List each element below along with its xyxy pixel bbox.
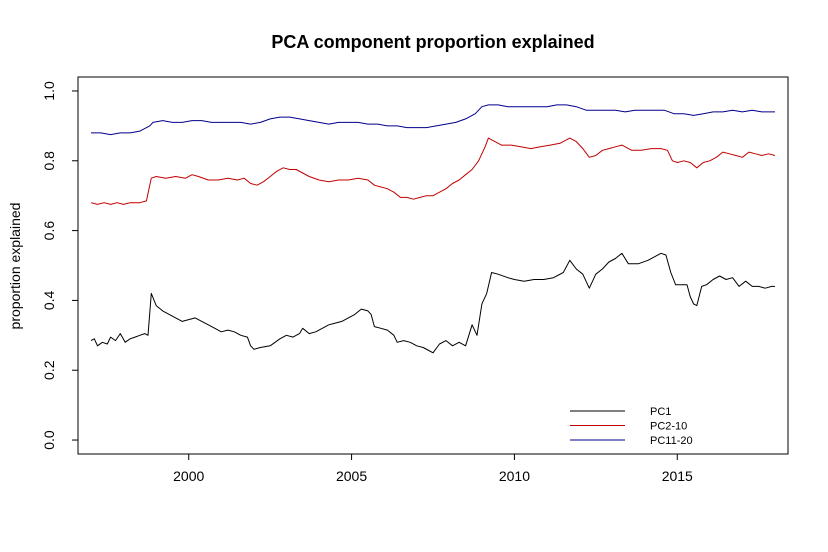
series-line-pc11-20 [91, 104, 775, 136]
legend-label: PC11-20 [650, 435, 693, 447]
chart-title: PCA component proportion explained [271, 32, 594, 52]
y-tick-label: 0.6 [41, 221, 57, 241]
legend-label: PC2-10 [650, 421, 687, 433]
x-tick-label: 2005 [336, 468, 367, 484]
y-axis-label: proportion explained [7, 203, 23, 330]
y-tick-label: 0.2 [41, 360, 57, 380]
legend: PC1 PC2-10 PC11-20 [570, 406, 693, 447]
series-layer [90, 104, 776, 354]
y-tick-label: 0.0 [41, 430, 57, 450]
plot-frame [77, 76, 789, 455]
y-tick-label: 0.4 [41, 290, 57, 310]
y-tick-label: 0.8 [41, 151, 57, 171]
series-line-pc2-10 [90, 137, 776, 205]
x-axis: 2000 2005 2010 2015 [173, 453, 693, 484]
legend-label: PC1 [650, 406, 671, 418]
series-line-pc1 [90, 252, 775, 354]
x-tick-label: 2015 [662, 468, 693, 484]
y-axis: 0.0 0.2 0.4 0.6 0.8 1.0 [41, 81, 79, 450]
x-tick-label: 2000 [173, 468, 204, 484]
y-tick-label: 1.0 [41, 81, 57, 101]
x-tick-label: 2010 [499, 468, 530, 484]
